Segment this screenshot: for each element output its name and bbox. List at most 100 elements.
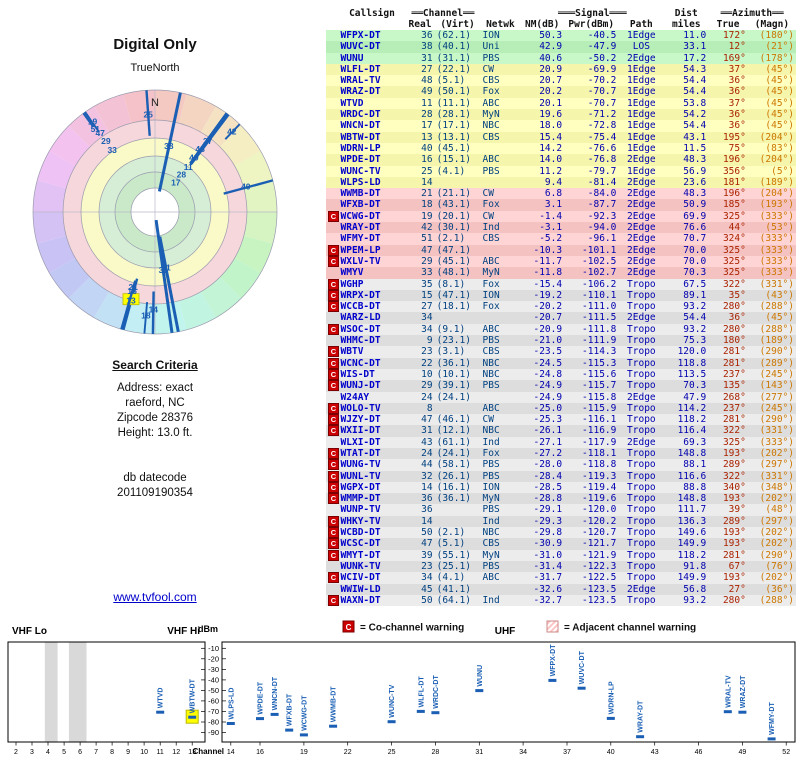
distance: 48.3 bbox=[683, 188, 707, 200]
table-row: C WPEM-LP 47 (47.1) -10.3 -101.1 2Edge 70.0 325°… bbox=[326, 244, 796, 256]
callsign-link[interactable]: WAXN-DT bbox=[340, 594, 381, 606]
callsign-link[interactable]: WCBD-DT bbox=[340, 527, 381, 539]
power: -122.3 bbox=[582, 560, 617, 572]
callsign-link[interactable]: WFMY-DT bbox=[340, 233, 381, 245]
azimuth-magnetic: (204°) bbox=[759, 131, 794, 143]
virtual-channel bbox=[435, 516, 481, 527]
callsign-link[interactable]: WTAT-DT bbox=[340, 447, 381, 459]
callsign-link[interactable]: WUNP-TV bbox=[340, 504, 381, 516]
network: Fox bbox=[482, 199, 500, 211]
path: 1Edge bbox=[627, 131, 656, 143]
network: Fox bbox=[482, 447, 500, 459]
dbm-axis-label: dBm bbox=[198, 624, 218, 634]
callsign-link[interactable]: WUNJ-DT bbox=[340, 380, 381, 392]
callsign-link[interactable]: WLXI-DT bbox=[340, 436, 381, 448]
azimuth-true: 172° bbox=[722, 30, 746, 41]
callsign-link[interactable]: W24AY bbox=[340, 391, 370, 403]
azimuth-magnetic: (202°) bbox=[759, 538, 794, 550]
callsign-link[interactable]: WRAY-DT bbox=[340, 222, 381, 234]
callsign-link[interactable]: WUNL-TV bbox=[340, 470, 381, 482]
real-channel: 25 bbox=[421, 165, 433, 177]
callsign-link[interactable]: WLFL-DT bbox=[340, 63, 381, 75]
callsign-link[interactable]: WGPX-DT bbox=[340, 481, 381, 493]
callsign-link[interactable]: WUNG-TV bbox=[340, 459, 381, 471]
callsign-link[interactable]: WOLO-TV bbox=[340, 402, 381, 414]
header-group-azimuth: ══Azimuth══ bbox=[720, 8, 784, 19]
callsign-link[interactable]: WBTW-DT bbox=[340, 131, 381, 143]
network: CBS bbox=[482, 131, 500, 143]
callsign-link[interactable]: WXLV-TV bbox=[340, 255, 381, 267]
power: -70.7 bbox=[587, 97, 617, 109]
callsign-link[interactable]: WRPX-DT bbox=[340, 289, 381, 301]
network bbox=[481, 143, 521, 154]
callsign-link[interactable]: WPDE-DT bbox=[340, 154, 381, 166]
virtual-channel: (30.1) bbox=[436, 222, 471, 234]
callsign-link[interactable]: WARZ-LD bbox=[340, 312, 381, 324]
callsign-link[interactable]: WTVD bbox=[340, 97, 364, 109]
table-row: C WCWG-DT 19 (20.1) CW -1.4 -92.3 2Edge 69.9 325°… bbox=[326, 210, 796, 223]
callsign-link[interactable]: WWIW-LD bbox=[340, 583, 381, 595]
callsign-link[interactable]: WMYT-DT bbox=[340, 549, 381, 561]
radar-plot: N363831274849112817134016251421181942514… bbox=[32, 89, 278, 335]
callsign-link[interactable]: WRAZ-DT bbox=[340, 86, 381, 98]
callsign-link[interactable]: WUNK-TV bbox=[340, 560, 381, 572]
azimuth-true: 185° bbox=[722, 199, 746, 211]
station-label: WRAY-DT bbox=[638, 700, 645, 733]
callsign-link[interactable]: WLPS-LD bbox=[340, 176, 381, 188]
callsign-link[interactable]: WFXB-DT bbox=[340, 199, 381, 211]
callsign-link[interactable]: WUNC-TV bbox=[340, 165, 381, 177]
callsign-link[interactable]: WNCN-DT bbox=[340, 120, 381, 132]
network: CW bbox=[482, 188, 494, 200]
real-channel: 39 bbox=[421, 549, 433, 561]
azimuth-true: 281° bbox=[722, 549, 746, 561]
callsign-link[interactable]: WJZY-DT bbox=[340, 414, 381, 426]
table-row: C WUNL-TV 32 (26.1) PBS -28.4 -119.3 Tropo 116.6… bbox=[326, 470, 796, 482]
tvfool-link[interactable]: www.tvfool.com bbox=[113, 590, 197, 604]
callsign-link[interactable]: WCSC-DT bbox=[340, 538, 381, 550]
callsign-link[interactable]: WPEM-LP bbox=[340, 244, 381, 256]
power: -102.7 bbox=[582, 267, 617, 279]
callsign-link[interactable]: WRAL-TV bbox=[340, 75, 381, 87]
path: 2Edge bbox=[627, 222, 656, 234]
callsign-link[interactable]: WCWG-DT bbox=[340, 210, 381, 222]
azimuth-magnetic: (333°) bbox=[759, 210, 794, 222]
virtual-channel: (50.1) bbox=[436, 86, 471, 98]
callsign-link[interactable]: WIS-DT bbox=[340, 368, 375, 380]
callsign-link[interactable]: WXII-DT bbox=[340, 425, 381, 437]
callsign-link[interactable]: WWMB-DT bbox=[340, 188, 381, 200]
noise-margin: 14.2 bbox=[539, 142, 563, 154]
virtual-channel: (25.1) bbox=[436, 560, 471, 572]
callsign-link[interactable]: WSOC-DT bbox=[340, 323, 381, 335]
callsign-link[interactable]: WHMC-DT bbox=[340, 335, 381, 347]
noise-margin: 40.6 bbox=[539, 52, 563, 64]
power: -117.9 bbox=[582, 436, 617, 448]
radar-channel-label: 42 bbox=[227, 126, 237, 136]
azimuth-magnetic: (290°) bbox=[759, 346, 794, 358]
callsign-link[interactable]: WCIV-DT bbox=[340, 572, 381, 584]
azimuth-true: 237° bbox=[722, 368, 746, 380]
callsign-link[interactable]: WFPX-DT bbox=[340, 30, 381, 41]
noise-margin: 14.0 bbox=[539, 154, 563, 166]
callsign-link[interactable]: WRDC-DT bbox=[340, 109, 381, 121]
callsign-link[interactable]: WUNU bbox=[340, 52, 364, 64]
azimuth-true: 324° bbox=[722, 233, 746, 245]
virtual-channel: (43.1) bbox=[436, 199, 471, 211]
callsign-link[interactable]: WDRN-LP bbox=[340, 142, 381, 154]
callsign-link[interactable]: WCCB-DT bbox=[340, 301, 381, 313]
azimuth-true: 36° bbox=[728, 312, 746, 324]
callsign-link[interactable]: WUVC-DT bbox=[340, 41, 381, 53]
callsign-link[interactable]: WBTV bbox=[340, 346, 364, 358]
distance: 33.1 bbox=[683, 41, 707, 53]
table-row: WLXI-DT 43 (61.1) Ind -27.1 -117.9 2Edge 69.3 32… bbox=[326, 436, 796, 448]
callsign-link[interactable]: WCNC-DT bbox=[340, 357, 381, 369]
power: -92.3 bbox=[587, 210, 617, 222]
callsign-link[interactable]: WMMP-DT bbox=[340, 493, 381, 505]
callsign-link[interactable]: WGHP bbox=[340, 278, 364, 290]
channel-tick-label: 7 bbox=[94, 749, 98, 756]
azimuth-magnetic: (331°) bbox=[759, 470, 794, 482]
channel-tick-label: 5 bbox=[62, 749, 66, 756]
callsign-link[interactable]: WHKY-TV bbox=[340, 515, 381, 527]
real-channel: 27 bbox=[421, 63, 433, 75]
azimuth-magnetic: (202°) bbox=[759, 572, 794, 584]
callsign-link[interactable]: WMYV bbox=[340, 267, 364, 279]
